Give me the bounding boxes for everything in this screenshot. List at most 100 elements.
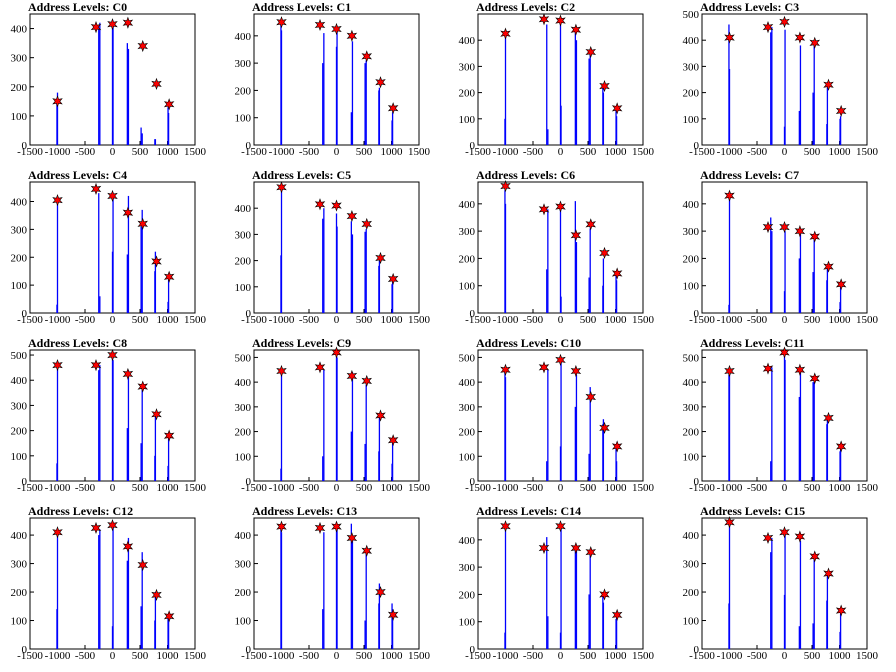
x-tick-label: -1000	[717, 482, 743, 494]
x-tick-label: 0	[334, 146, 340, 158]
x-tick-label: -1000	[269, 650, 295, 662]
peak-marker	[538, 361, 550, 374]
x-tick-label: 1500	[408, 482, 431, 494]
peak-marker	[500, 27, 511, 40]
y-tick-label: 100	[11, 616, 28, 628]
x-tick-label: 0	[334, 314, 340, 326]
peak-marker	[151, 408, 162, 421]
y-tick-label: 300	[235, 229, 252, 241]
peak-marker	[599, 588, 610, 601]
peak-marker	[762, 531, 774, 545]
x-tick-label: 1500	[632, 146, 655, 158]
chart-panel: Address Levels: C7 -1500 -1000 -500 0 500 1000…	[672, 168, 896, 336]
peak-marker	[361, 544, 373, 557]
x-tick-label: 500	[580, 650, 597, 662]
peak-marker	[809, 36, 821, 49]
peak-marker	[724, 364, 735, 378]
x-tick-label: 1000	[157, 650, 180, 662]
chart-svg: -1500 -1000 -500 0 500 1000 1500 0 100 200 300 400	[11, 517, 207, 662]
x-tick-label: -500	[75, 650, 96, 662]
x-tick-label: 500	[580, 146, 597, 158]
peak-marker	[314, 198, 326, 211]
x-tick-label: 0	[110, 650, 116, 662]
y-tick-label: 200	[235, 427, 252, 439]
x-tick-label: 1000	[381, 650, 404, 662]
peak-marker	[375, 76, 386, 89]
x-tick-label: 1500	[632, 650, 655, 662]
peak-marker	[346, 531, 358, 545]
peak-marker	[585, 390, 597, 404]
x-tick-label: 1500	[408, 146, 431, 158]
x-tick-label: -1000	[493, 482, 519, 494]
y-tick-label: 300	[11, 400, 28, 412]
chart-title: Address Levels: C15	[700, 504, 806, 518]
y-tick-label: 200	[11, 82, 28, 94]
y-tick-label: 200	[11, 252, 28, 264]
peak-marker	[599, 246, 610, 260]
x-tick-label: 500	[804, 482, 821, 494]
peak-marker	[762, 220, 774, 234]
peak-marker	[151, 77, 162, 90]
y-tick-label: 0	[694, 140, 700, 152]
peak-marker	[137, 217, 149, 230]
x-tick-label: -500	[523, 146, 544, 158]
peak-marker	[137, 558, 149, 572]
chart-title: Address Levels: C6	[476, 168, 576, 182]
chart-svg: -1500 -1000 -500 0 500 1000 1500 0 100 200 300 400 5…	[235, 346, 431, 494]
peak-marker	[835, 440, 847, 453]
x-tick-label: 0	[558, 314, 564, 326]
chart-panel: Address Levels: C9 -1500 -1000 -500 0 500 1000…	[224, 336, 448, 504]
peak-marker	[314, 361, 326, 374]
y-tick-label: 400	[459, 199, 476, 211]
peak-marker	[724, 189, 735, 202]
peak-marker	[500, 520, 511, 533]
x-tick-label: 500	[132, 650, 149, 662]
x-tick-label: 0	[334, 482, 340, 494]
chart-panel: Address Levels: C4 -1500 -1000 -500 0 500 1000…	[0, 168, 224, 336]
peak-marker	[794, 225, 806, 238]
x-tick-label: 1000	[157, 482, 180, 494]
peak-marker	[585, 218, 597, 231]
x-tick-label: -1000	[269, 482, 295, 494]
y-tick-label: 200	[235, 587, 252, 599]
x-tick-label: 500	[356, 482, 373, 494]
peak-marker	[611, 440, 623, 453]
peak-marker	[387, 272, 399, 286]
chart-panel: Address Levels: C8 -1500 -1000 -500 0 500 1000…	[0, 336, 224, 504]
x-tick-label: -1000	[269, 314, 295, 326]
peak-marker	[823, 260, 834, 273]
chart-panel: Address Levels: C0 -1500 -1000 -500 0 500 1000…	[0, 0, 224, 168]
x-tick-label: 1500	[856, 482, 879, 494]
x-tick-label: 500	[356, 146, 373, 158]
peak-marker	[387, 102, 399, 115]
x-tick-label: 1500	[408, 650, 431, 662]
peak-marker	[375, 251, 386, 265]
y-tick-label: 400	[235, 377, 252, 389]
peak-marker	[500, 363, 511, 376]
x-tick-label: -1000	[45, 314, 71, 326]
x-tick-label: -1500	[17, 146, 43, 158]
peak-marker	[137, 39, 149, 53]
y-tick-label: 300	[459, 61, 476, 73]
chart-panel: Address Levels: C15 -1500 -1000 -500 0 500 100…	[672, 504, 896, 672]
y-tick-label: 0	[246, 308, 252, 320]
peak-marker	[724, 516, 735, 529]
y-tick-label: 0	[694, 308, 700, 320]
x-tick-label: 1000	[381, 146, 404, 158]
y-tick-label: 100	[235, 451, 252, 463]
chart-panel: Address Levels: C6 -1500 -1000 -500 0 500 1000…	[448, 168, 672, 336]
chart-title: Address Levels: C9	[252, 336, 352, 350]
y-tick-label: 400	[683, 35, 700, 47]
y-tick-label: 400	[683, 530, 700, 542]
peak-marker	[779, 526, 790, 539]
peak-marker	[276, 364, 287, 378]
y-tick-label: 400	[235, 31, 252, 43]
peak-marker	[794, 530, 806, 543]
x-tick-label: 1500	[632, 314, 655, 326]
y-tick-label: 100	[683, 451, 700, 463]
chart-svg: -1500 -1000 -500 0 500 1000 1500 0 100 200 300 400	[683, 181, 879, 326]
x-tick-label: 1000	[605, 146, 628, 158]
peak-marker	[762, 362, 774, 375]
x-tick-label: -1000	[717, 314, 743, 326]
peak-marker	[538, 13, 550, 26]
